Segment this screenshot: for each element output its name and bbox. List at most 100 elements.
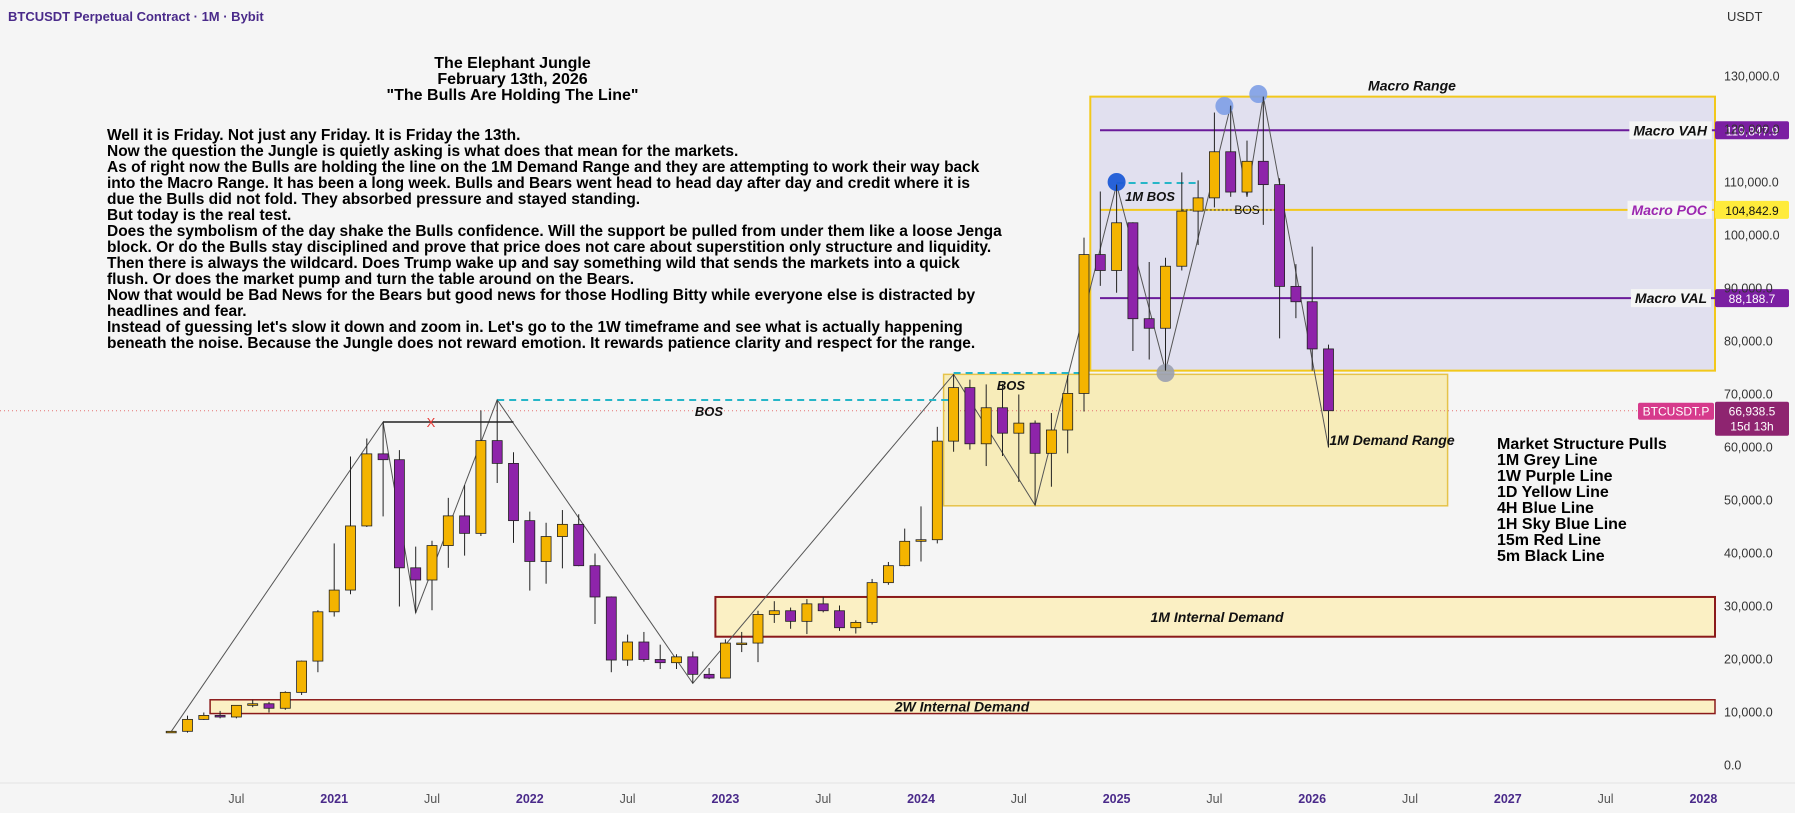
candle-body (361, 453, 373, 527)
candle-body (980, 407, 992, 445)
candle-body (230, 704, 242, 718)
candle-body (915, 539, 927, 542)
candle-body (736, 642, 748, 645)
idea-text: Well it is Friday. Not just any Friday. … (107, 128, 1057, 352)
zone-label: 1M Demand Range (1329, 432, 1454, 448)
candle-body (638, 641, 650, 660)
legend-title: Market Structure Pulls (1497, 436, 1667, 453)
candle-body (817, 603, 829, 612)
candle-body (899, 540, 911, 567)
legend-item: 1M Grey Line (1497, 452, 1598, 469)
symbol-tag (1638, 402, 1714, 420)
level-price-tag (1715, 289, 1789, 308)
candle-body (1306, 301, 1318, 350)
candle-body (573, 523, 585, 567)
candle-body (654, 659, 666, 664)
legend-item: 1D Yellow Line (1497, 484, 1609, 501)
candle-body (426, 545, 438, 581)
x-tick-label: Jul (1011, 792, 1027, 806)
x-tick-label: 2023 (711, 792, 739, 806)
candle-body (247, 703, 259, 706)
candle-body (1323, 348, 1334, 412)
candle-body (1160, 265, 1171, 329)
level-label: Macro VAH (1633, 122, 1708, 138)
symbol-header[interactable]: BTCUSDT Perpetual Contract · 1M · Bybit (8, 9, 264, 24)
candle-body (720, 642, 731, 679)
candle-body (1127, 222, 1139, 320)
level-label: Macro POC (1632, 202, 1708, 218)
pivot-marker (1249, 85, 1268, 103)
candle-body (312, 611, 324, 662)
x-tick-label: Jul (620, 792, 636, 806)
x-tick-label: Jul (228, 792, 244, 806)
y-tick-label: 120,000.0 (1724, 123, 1780, 137)
bos-label-left: BOS (695, 404, 724, 419)
candle-body (491, 440, 503, 464)
y-tick-label: 70,000.0 (1724, 388, 1773, 402)
legend-item: 5m Black Line (1497, 548, 1605, 565)
y-tick-label: 30,000.0 (1724, 600, 1773, 614)
candle-body (1094, 254, 1106, 271)
structure-legend: Market Structure Pulls 1M Grey Line 1W P… (1497, 437, 1667, 565)
candle-body (964, 387, 976, 445)
y-tick-label: 60,000.0 (1724, 441, 1773, 455)
zone-label: Macro Range (1368, 78, 1456, 94)
candle-body (198, 715, 210, 720)
zone-1m-demand-range (942, 373, 1449, 507)
legend-item: 1W Purple Line (1497, 468, 1613, 485)
x-tick-label: Jul (1206, 792, 1222, 806)
candle-body (1290, 285, 1302, 303)
candle-body (393, 459, 405, 569)
candle-body (524, 520, 536, 562)
candle-body (605, 596, 617, 661)
pivot-marker (1156, 364, 1175, 382)
candle-body (752, 614, 764, 644)
story-line: Now that would be Bad News for the Bears… (107, 287, 976, 304)
candle-body (785, 610, 796, 622)
sweep-x-marker: X (427, 415, 436, 430)
bos-label-mid: BOS (997, 378, 1026, 393)
zone-2w-internal-demand (209, 699, 1716, 715)
story-line: flush. Or does the market pump and turn … (107, 271, 635, 288)
candle-body (997, 407, 1008, 434)
candle-body (459, 515, 471, 534)
candle-body (296, 660, 308, 693)
level-price-tag (1715, 200, 1789, 219)
candle-body (1209, 151, 1220, 199)
x-tick-label: 2024 (907, 792, 935, 806)
zone-label: 2W Internal Demand (894, 699, 1030, 715)
candle-body (279, 691, 291, 709)
pivot-marker (1215, 97, 1234, 115)
candle-body (801, 603, 813, 622)
title-line: The Elephant Jungle (434, 55, 591, 72)
candle-body (442, 515, 454, 546)
candle-body (948, 387, 959, 442)
story-line: headlines and fear. (107, 303, 247, 320)
candle-body (1013, 422, 1025, 434)
y-tick-label: 10,000.0 (1724, 706, 1773, 720)
current-price-value: 66,938.5 (1729, 405, 1776, 419)
candle-body (475, 440, 487, 534)
story-line: beneath the noise. Because the Jungle do… (107, 335, 976, 352)
candle-body (508, 462, 519, 522)
candle-body (345, 525, 356, 591)
candle-body (931, 440, 943, 541)
candle-body (540, 536, 552, 562)
candle-body (1241, 160, 1253, 193)
story-line: Then there is always the wildcard. Does … (107, 255, 960, 272)
idea-title: The Elephant Jungle February 13th, 2026 … (330, 56, 695, 104)
y-tick-label: 20,000.0 (1724, 653, 1773, 667)
candle-body (883, 565, 894, 584)
zone-1m-internal-demand (714, 595, 1716, 638)
story-line: due the Bulls did not fold. They absorbe… (107, 191, 641, 208)
story-line: Does the symbolism of the day shake the … (107, 223, 1002, 240)
level-label: Macro VAL (1635, 290, 1707, 306)
legend-item: 15m Red Line (1497, 532, 1602, 549)
y-tick-label: 90,000.0 (1724, 282, 1773, 296)
legend-item: 4H Blue Line (1497, 500, 1594, 517)
level-label-bg (1630, 289, 1711, 308)
x-tick-label: 2025 (1103, 792, 1131, 806)
story-line: Well it is Friday. Not just any Friday. … (107, 127, 521, 144)
x-tick-label: 2027 (1494, 792, 1522, 806)
